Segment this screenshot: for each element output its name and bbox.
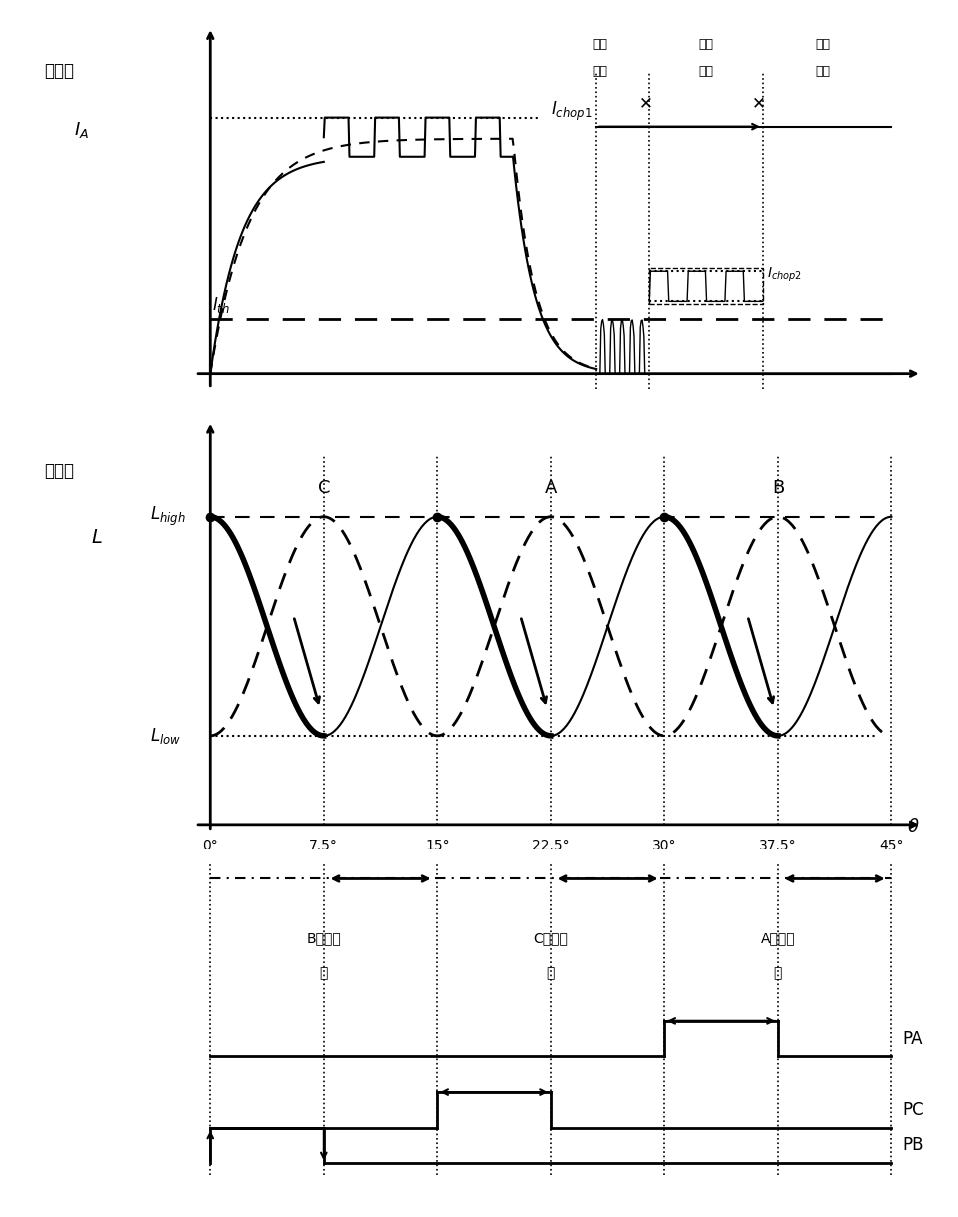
Text: $L_{low}$: $L_{low}$ <box>149 725 181 746</box>
Text: C相估计: C相估计 <box>534 931 568 944</box>
Text: ✕: ✕ <box>639 95 652 112</box>
Text: $I_{th}$: $I_{th}$ <box>212 296 230 315</box>
Text: 电流: 电流 <box>698 38 714 51</box>
Text: 相电感: 相电感 <box>44 461 74 479</box>
Text: $\theta$: $\theta$ <box>906 818 920 836</box>
Text: 脉冲: 脉冲 <box>593 38 607 51</box>
Text: A: A <box>545 478 557 497</box>
Text: 45°: 45° <box>879 839 903 853</box>
Text: 7.5°: 7.5° <box>309 839 338 853</box>
Text: 励区: 励区 <box>816 66 831 78</box>
Text: PA: PA <box>902 1030 924 1048</box>
Text: $L_{high}$: $L_{high}$ <box>149 505 186 528</box>
Text: 22.5°: 22.5° <box>532 839 570 853</box>
Text: 注入: 注入 <box>593 66 607 78</box>
Bar <box>650 268 763 304</box>
Text: PC: PC <box>902 1101 924 1118</box>
Text: 斩波: 斩波 <box>698 66 714 78</box>
Text: 区: 区 <box>547 966 555 981</box>
Text: B相估计: B相估计 <box>307 931 341 944</box>
Text: A相估计: A相估计 <box>761 931 795 944</box>
Text: 37.5°: 37.5° <box>759 839 797 853</box>
Text: 30°: 30° <box>652 839 676 853</box>
Text: 相电流: 相电流 <box>44 62 74 80</box>
Text: $I_{chop2}$: $I_{chop2}$ <box>766 265 802 284</box>
Text: B: B <box>772 478 784 497</box>
Text: ✕: ✕ <box>752 95 765 112</box>
Text: $I_A$: $I_A$ <box>74 119 89 140</box>
Text: 无激: 无激 <box>816 38 831 51</box>
Text: PB: PB <box>902 1137 924 1155</box>
Text: C: C <box>317 478 331 497</box>
Text: 区: 区 <box>774 966 782 981</box>
Text: 0°: 0° <box>202 839 218 853</box>
Text: $L$: $L$ <box>91 528 103 546</box>
Text: $I_{chop1}$: $I_{chop1}$ <box>551 100 592 123</box>
Text: 区: 区 <box>320 966 328 981</box>
Text: 15°: 15° <box>425 839 449 853</box>
